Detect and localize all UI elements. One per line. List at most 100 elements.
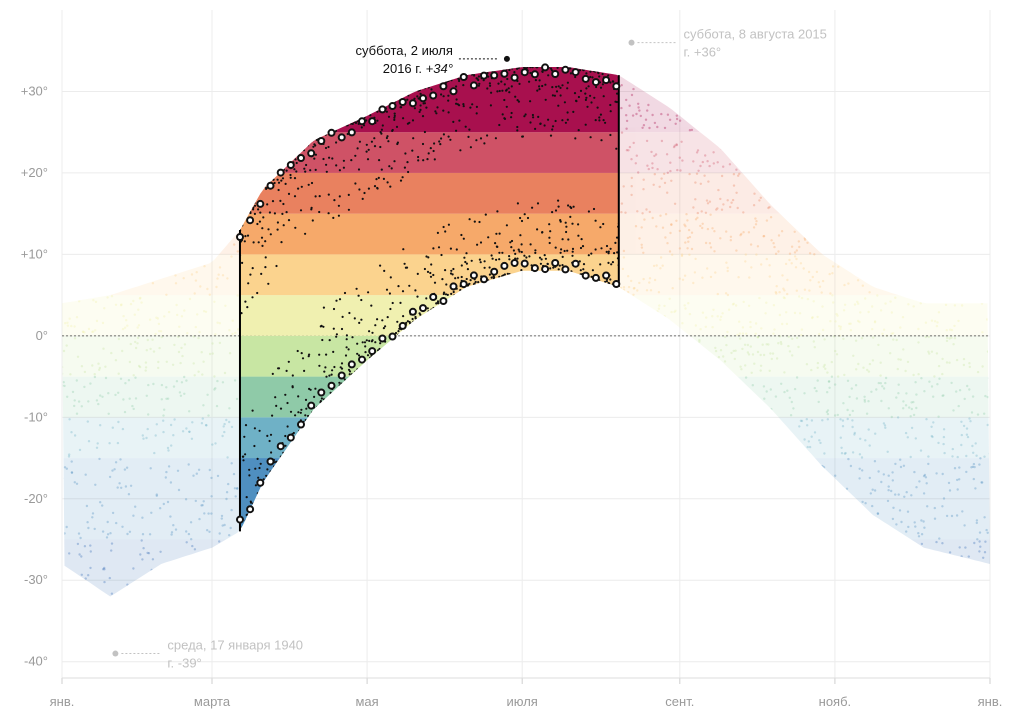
faint-dot xyxy=(858,467,861,470)
faint-dot xyxy=(763,397,766,400)
faint-dot xyxy=(188,430,191,433)
observation-dot xyxy=(489,84,492,87)
observation-dot xyxy=(496,245,499,248)
observation-dot xyxy=(373,185,377,188)
faint-dot xyxy=(70,431,73,434)
observation-dot xyxy=(356,147,359,150)
observation-dot xyxy=(393,116,396,119)
observation-dot xyxy=(270,451,273,454)
observation-dot xyxy=(249,273,252,276)
observation-dot xyxy=(560,248,563,251)
faint-dot xyxy=(726,266,729,269)
faint-dot xyxy=(762,353,766,357)
faint-dot xyxy=(806,424,809,427)
faint-dot xyxy=(751,384,754,387)
observation-dot xyxy=(402,248,405,251)
faint-dot xyxy=(647,167,650,171)
observation-dot xyxy=(587,210,591,213)
faint-dot xyxy=(930,425,933,428)
faint-dot xyxy=(760,327,763,330)
record-high-point xyxy=(256,199,265,208)
faint-dot xyxy=(877,343,880,347)
faint-dot xyxy=(106,296,109,299)
faint-dot xyxy=(83,385,86,389)
record-high-point xyxy=(307,149,316,158)
faint-dot xyxy=(892,338,895,341)
observation-dot xyxy=(498,251,501,254)
faint-dot xyxy=(863,398,866,402)
record-low-point xyxy=(469,271,478,280)
observation-dot xyxy=(506,272,509,275)
observation-dot xyxy=(257,241,260,244)
observation-dot xyxy=(579,269,582,272)
faint-dot xyxy=(150,511,153,514)
faint-dot xyxy=(182,277,185,280)
observation-dot xyxy=(311,219,314,222)
observation-dot xyxy=(599,263,602,266)
faint-dot xyxy=(225,497,228,501)
observation-dot xyxy=(308,353,311,356)
observation-dot xyxy=(589,136,592,139)
faint-dot xyxy=(781,274,784,277)
observation-dot xyxy=(417,159,420,162)
observation-dot xyxy=(462,103,465,106)
observation-dot xyxy=(271,414,274,417)
faint-dot xyxy=(719,315,723,318)
faint-dot xyxy=(151,558,155,561)
observation-dot xyxy=(609,110,612,113)
faint-dot xyxy=(166,500,170,504)
observation-dot xyxy=(413,107,416,110)
faint-dot xyxy=(735,249,738,252)
observation-dot xyxy=(314,153,317,156)
faint-dot xyxy=(734,349,737,352)
observation-dot xyxy=(587,85,590,88)
faint-dot xyxy=(982,556,985,559)
faint-dot xyxy=(871,488,874,491)
faint-dot xyxy=(99,501,102,504)
observation-dot xyxy=(358,188,361,191)
faint-dot xyxy=(978,463,981,466)
observation-dot xyxy=(376,119,379,122)
observation-dot xyxy=(605,244,609,248)
faint-dot xyxy=(716,207,719,210)
observation-dot xyxy=(569,72,573,75)
observation-dot xyxy=(495,232,498,235)
observation-dot xyxy=(591,269,595,272)
faint-dot xyxy=(899,326,902,329)
faint-dot xyxy=(201,504,204,507)
faint-dot xyxy=(684,307,687,310)
annotation-line2: г. +36° xyxy=(684,45,722,60)
faint-dot xyxy=(78,300,81,303)
faint-dot xyxy=(898,509,902,512)
faint-dot xyxy=(673,202,677,205)
observation-dot xyxy=(332,216,335,219)
faint-dot xyxy=(915,486,918,489)
faint-dot xyxy=(886,499,890,503)
faint-dot xyxy=(759,364,763,367)
observation-dot xyxy=(479,261,482,264)
observation-dot xyxy=(389,276,392,279)
observation-dot xyxy=(347,208,350,211)
observation-dot xyxy=(541,231,544,234)
faint-dot xyxy=(839,418,842,421)
faint-dot xyxy=(648,126,651,130)
observation-dot xyxy=(338,195,341,198)
faint-dot xyxy=(884,376,888,380)
faint-dot xyxy=(836,413,839,417)
faint-dot xyxy=(216,321,219,324)
observation-dot xyxy=(376,187,379,190)
faint-dot xyxy=(948,337,951,340)
faint-dot xyxy=(956,478,959,482)
faint-dot xyxy=(765,390,768,393)
observation-dot xyxy=(406,161,409,164)
faint-dot xyxy=(657,291,661,294)
observation-dot xyxy=(615,100,619,104)
faint-dot xyxy=(223,523,226,527)
faint-dot xyxy=(681,322,684,325)
faint-dot xyxy=(876,512,880,515)
faint-dot xyxy=(723,360,727,363)
faint-dot xyxy=(892,332,895,335)
faint-dot xyxy=(647,103,650,107)
faint-dot xyxy=(902,464,906,467)
observation-dot xyxy=(361,341,364,344)
